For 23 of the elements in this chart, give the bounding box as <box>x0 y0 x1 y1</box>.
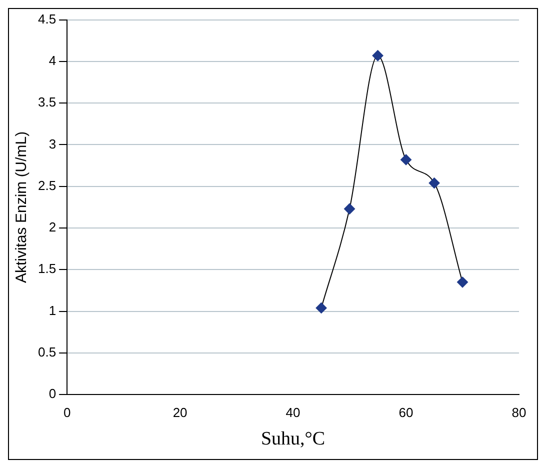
point <box>428 178 440 189</box>
y-axis-title: Aktivitas Enzim (U/mL) <box>13 131 30 284</box>
y-tick-label: 1.5 <box>38 261 56 276</box>
point <box>457 276 468 288</box>
point <box>400 154 412 166</box>
y-tick-label: 2.5 <box>38 178 56 193</box>
y-tick-label: 4 <box>48 53 56 68</box>
x-tick-label: 20 <box>172 404 188 420</box>
y-tick-label: 0.5 <box>38 344 56 360</box>
point <box>372 50 384 62</box>
x-axis-title: Suhu,°C <box>260 428 326 450</box>
y-tick-label: 1 <box>48 302 56 318</box>
x-tick-label: 80 <box>512 404 526 420</box>
point <box>344 203 356 214</box>
y-tick-label: 3 <box>48 136 56 152</box>
y-tick-label: 0 <box>48 386 56 402</box>
y-tick-label: 4.5 <box>38 11 56 26</box>
x-tick-label: 60 <box>398 404 414 420</box>
y-tick-label: 3.5 <box>38 94 56 110</box>
y-tick-label: 2 <box>48 220 56 235</box>
x-tick-label: 40 <box>286 404 300 420</box>
point <box>316 302 327 314</box>
x-tick-label: 0 <box>63 404 71 420</box>
